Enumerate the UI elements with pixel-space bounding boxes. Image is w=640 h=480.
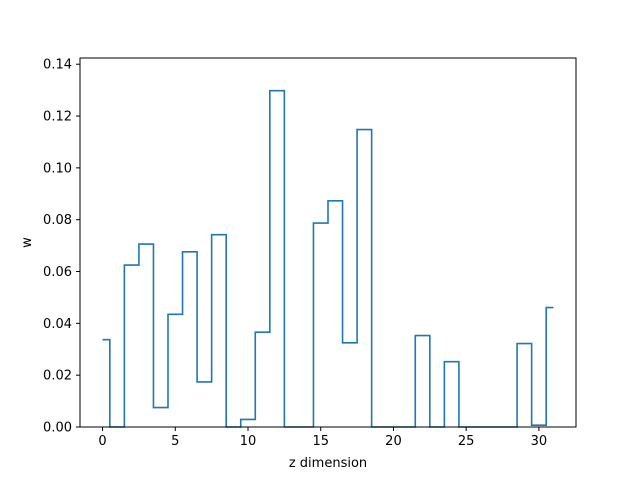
y-axis-label: w: [20, 237, 35, 248]
x-tick-label: 5: [171, 434, 179, 449]
y-tick-label: 0.14: [43, 58, 72, 73]
y-tick-label: 0.08: [43, 213, 72, 228]
y-axis: 0.00 0.02 0.04 0.06 0.08 0.10 0.12 0.14: [43, 58, 80, 436]
x-tick-label: 20: [385, 434, 402, 449]
y-tick-label: 0.12: [43, 110, 72, 125]
y-tick-label: 0.00: [43, 421, 72, 436]
axes-frame: [79, 57, 577, 428]
y-tick-label: 0.10: [43, 161, 72, 176]
x-axis-label: z dimension: [289, 456, 367, 471]
y-tick-label: 0.02: [43, 369, 72, 384]
x-tick-label: 30: [531, 434, 548, 449]
y-tick-label: 0.06: [43, 265, 72, 280]
x-tick-label: 15: [312, 434, 329, 449]
x-axis: 0 5 10 15 20 25 30: [98, 427, 547, 449]
x-tick-label: 10: [240, 434, 257, 449]
x-tick-label: 0: [98, 434, 106, 449]
y-tick-label: 0.04: [43, 317, 72, 332]
x-tick-label: 25: [458, 434, 475, 449]
